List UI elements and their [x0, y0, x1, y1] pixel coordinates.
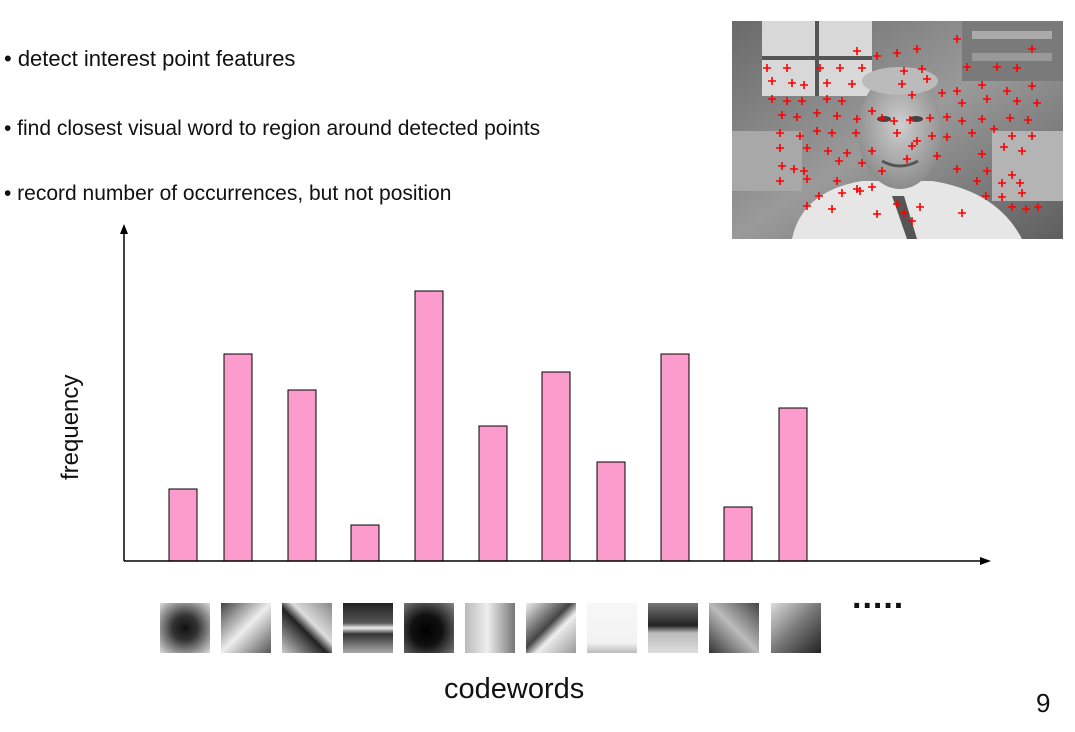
patch-diagonal-gradient — [709, 603, 759, 653]
bullet-detect: • detect interest point features — [4, 46, 296, 71]
bar-9 — [660, 353, 690, 562]
bar-7 — [541, 371, 571, 562]
x-axis-label: codewords — [444, 673, 585, 705]
bullet-record: • record number of occurrences, but not … — [4, 182, 452, 205]
bar-5 — [414, 290, 444, 562]
bar-4 — [350, 524, 380, 562]
patch-dark-center — [160, 603, 210, 653]
patch-diagonal-edge — [282, 603, 332, 653]
bar-8 — [596, 461, 626, 562]
more-codewords-ellipsis: ..... — [852, 578, 905, 616]
patch-diagonal-dark — [526, 603, 576, 653]
x-axis-arrow — [980, 557, 991, 565]
bars — [168, 290, 808, 562]
patch-horizontal-bars — [343, 603, 393, 653]
bar-10 — [723, 506, 753, 562]
patch-uniform-light — [587, 603, 637, 653]
bar-11 — [778, 407, 808, 562]
patch-horizontal-edge — [648, 603, 698, 653]
patch-diagonal-bright — [221, 603, 271, 653]
y-axis-arrow — [120, 224, 128, 234]
patch-dark-blob — [404, 603, 454, 653]
bar-2 — [223, 353, 253, 562]
y-axis-label: frequency — [57, 374, 84, 480]
patch-vertical-edge — [465, 603, 515, 653]
bar-1 — [168, 488, 198, 562]
face-photo — [732, 21, 1063, 239]
bar-6 — [478, 425, 508, 562]
page-number: 9 — [1036, 688, 1051, 718]
bar-3 — [287, 389, 317, 562]
patch-corner-bright — [771, 603, 821, 653]
interest-point-markers — [763, 35, 1042, 225]
bullet-closest-word: • find closest visual word to region aro… — [4, 117, 541, 140]
